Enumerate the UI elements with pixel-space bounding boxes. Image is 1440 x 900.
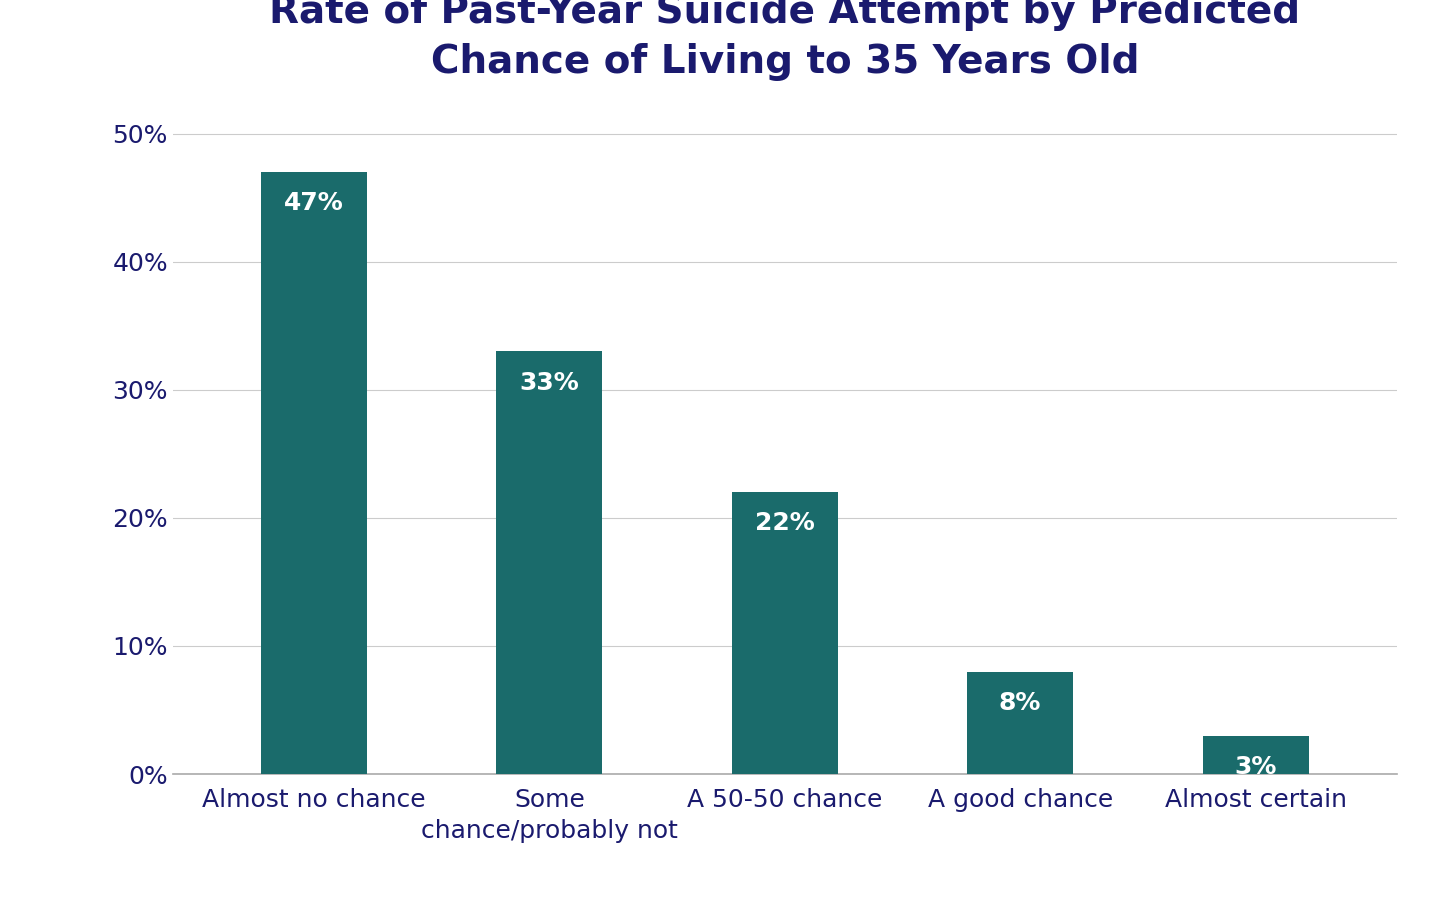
Bar [261, 172, 367, 774]
Text: 47%: 47% [284, 192, 344, 215]
Text: 8%: 8% [999, 691, 1041, 715]
Bar [968, 671, 1073, 774]
Bar [497, 351, 602, 774]
Bar [732, 492, 838, 774]
Text: 22%: 22% [755, 511, 815, 536]
Title: Rate of Past-Year Suicide Attempt by Predicted
Chance of Living to 35 Years Old: Rate of Past-Year Suicide Attempt by Pre… [269, 0, 1300, 81]
Text: 3%: 3% [1234, 755, 1277, 778]
Text: 33%: 33% [520, 371, 579, 394]
Bar [1202, 735, 1309, 774]
